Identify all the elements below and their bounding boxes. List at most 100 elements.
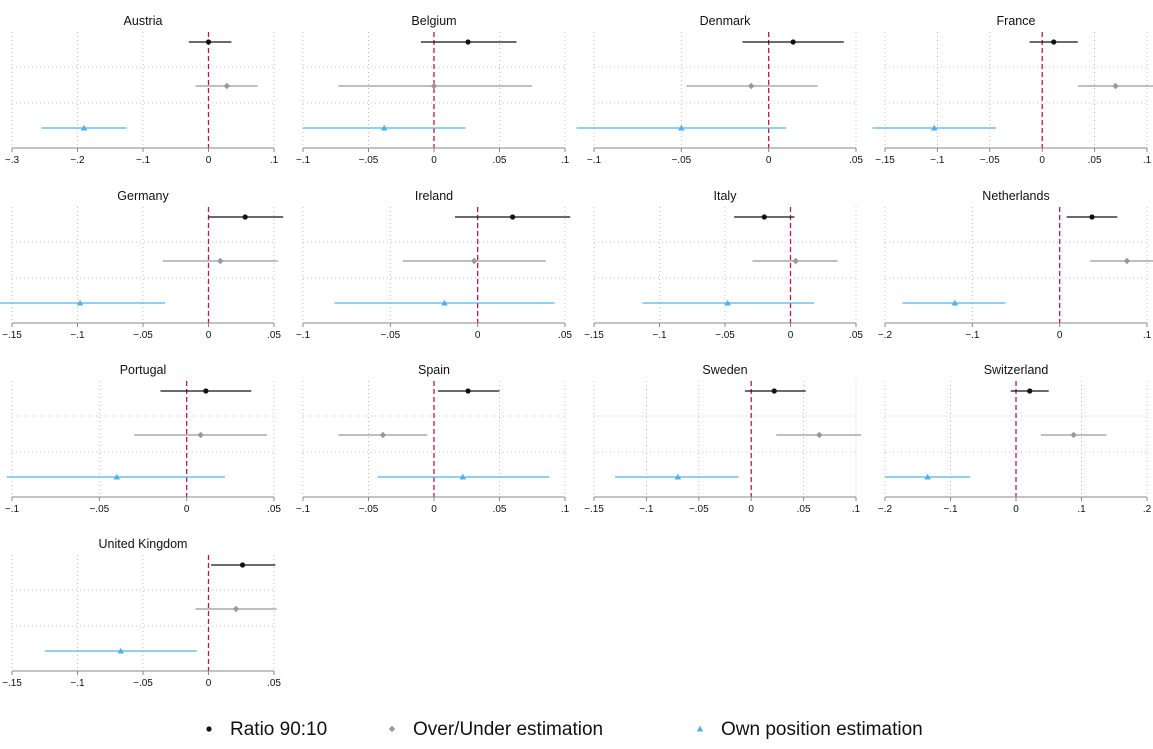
x-tick-label: −.1 (587, 155, 602, 166)
x-tick-label: −.15 (2, 330, 22, 341)
x-tick-label: .1 (561, 504, 570, 515)
x-tick-label: −.05 (689, 504, 709, 515)
point-ratio (790, 39, 796, 45)
x-tick-label: 0 (431, 504, 437, 515)
x-tick-label: .1 (852, 504, 861, 515)
x-tick-label: .05 (267, 330, 281, 341)
x-tick-label: 0 (206, 155, 212, 166)
x-tick-label: −.1 (965, 330, 980, 341)
point-own-position (117, 647, 125, 654)
x-tick-label: −.05 (89, 504, 109, 515)
point-ratio (1089, 214, 1095, 220)
panel-italy: Italy −.15 −.1 −.05 0 .05 (584, 189, 863, 341)
panel-belgium: Belgium −.1 −.05 0 .05 .1 (296, 14, 570, 166)
point-own-position (76, 299, 84, 306)
panel-title: Denmark (700, 14, 751, 28)
x-tick-label: 0 (788, 330, 794, 341)
point-ratio (205, 39, 212, 45)
point-over-under (232, 605, 240, 613)
point-ratio (465, 388, 471, 394)
legend-label: Ratio 90:10 (230, 719, 327, 740)
x-tick-label: .05 (558, 330, 572, 341)
x-tick-label: 0 (748, 504, 754, 515)
point-over-under (470, 257, 478, 265)
x-tick-label: 0 (206, 330, 212, 341)
point-ratio (465, 39, 471, 45)
x-tick-label: −.2 (70, 155, 85, 166)
panel-switzerland: Switzerland −.2 −.1 0 .1 .2 (878, 363, 1152, 515)
point-own-position (380, 124, 388, 131)
point-own-position (674, 473, 682, 480)
point-over-under (1123, 257, 1131, 265)
panel-title: United Kingdom (99, 537, 188, 551)
panel-denmark: Denmark −.1 −.05 0 .05 (576, 14, 863, 166)
x-tick-label: .05 (493, 155, 507, 166)
x-tick-label: −.15 (875, 155, 895, 166)
panel-title: Italy (714, 189, 738, 203)
panel-france: France −.15 −.1 −.05 0 .05 .1 (872, 14, 1153, 166)
panel-spain: Spain −.1 −.05 0 .05 .1 (296, 363, 570, 515)
x-tick-label: .05 (267, 678, 281, 689)
point-own-position (80, 124, 88, 131)
x-tick-label: −.2 (878, 504, 893, 515)
x-tick-label: −.05 (980, 155, 1000, 166)
x-tick-label: −.05 (715, 330, 735, 341)
point-over-under (1070, 431, 1077, 439)
legend-label: Over/Under estimation (413, 719, 603, 740)
point-over-under (792, 257, 799, 265)
panel-title: Ireland (415, 189, 453, 203)
x-tick-label: .2 (1143, 504, 1152, 515)
x-tick-label: −.15 (584, 330, 604, 341)
x-tick-label: 0 (206, 678, 212, 689)
x-tick-label: 0 (766, 155, 772, 166)
panel-title: France (997, 14, 1036, 28)
panel-sweden: Sweden −.15 −.1 −.05 0 .05 .1 (584, 363, 862, 515)
point-ratio (239, 562, 246, 568)
x-tick-label: .05 (849, 155, 863, 166)
point-ratio (203, 388, 209, 394)
legend-marker-ratio (206, 726, 212, 732)
x-tick-label: −.1 (296, 330, 311, 341)
x-tick-label: −.05 (671, 155, 691, 166)
point-own-position (930, 124, 938, 131)
legend-marker-over-under (388, 725, 396, 733)
x-tick-label: 0 (1013, 504, 1019, 515)
legend: Ratio 90:10 Over/Under estimation Own posi… (206, 719, 923, 740)
panel-germany: Germany −.15 −.1 −.05 0 .05 (0, 189, 284, 341)
point-over-under (748, 82, 755, 90)
legend-marker-own-position (696, 725, 704, 732)
panel-netherlands: Netherlands −.2 −.1 0 .1 (878, 189, 1153, 341)
panel-title: Spain (418, 363, 450, 377)
point-own-position (459, 473, 467, 480)
x-tick-label: −.1 (136, 155, 151, 166)
point-ratio (761, 214, 767, 220)
point-over-under (1112, 82, 1119, 90)
point-over-under (197, 431, 204, 439)
x-tick-label: .05 (849, 330, 863, 341)
point-own-position (441, 299, 448, 306)
x-tick-label: .05 (267, 504, 281, 515)
panel-portugal: Portugal −.1 −.05 0 .05 (5, 363, 281, 515)
point-ratio (509, 214, 516, 220)
x-tick-label: −.1 (70, 678, 85, 689)
point-own-position (113, 473, 121, 480)
x-tick-label: −.05 (133, 330, 153, 341)
x-tick-label: .1 (270, 155, 279, 166)
x-tick-label: .05 (797, 504, 811, 515)
x-tick-label: .1 (1143, 155, 1152, 166)
panel-ireland: Ireland −.1 −.05 0 .05 (296, 189, 572, 341)
x-tick-label: −.1 (943, 504, 958, 515)
panel-title: Sweden (702, 363, 747, 377)
x-tick-label: −.15 (2, 678, 22, 689)
x-tick-label: −.2 (878, 330, 893, 341)
x-tick-label: 0 (1039, 155, 1045, 166)
point-own-position (724, 299, 731, 306)
point-over-under (430, 82, 438, 90)
panel-austria: Austria −.3 −.2 −.1 0 .1 (5, 14, 279, 166)
x-tick-label: −.1 (296, 155, 311, 166)
x-tick-label: −.1 (70, 330, 85, 341)
point-over-under (217, 257, 224, 265)
x-tick-label: −.1 (930, 155, 945, 166)
point-own-position (951, 299, 959, 306)
